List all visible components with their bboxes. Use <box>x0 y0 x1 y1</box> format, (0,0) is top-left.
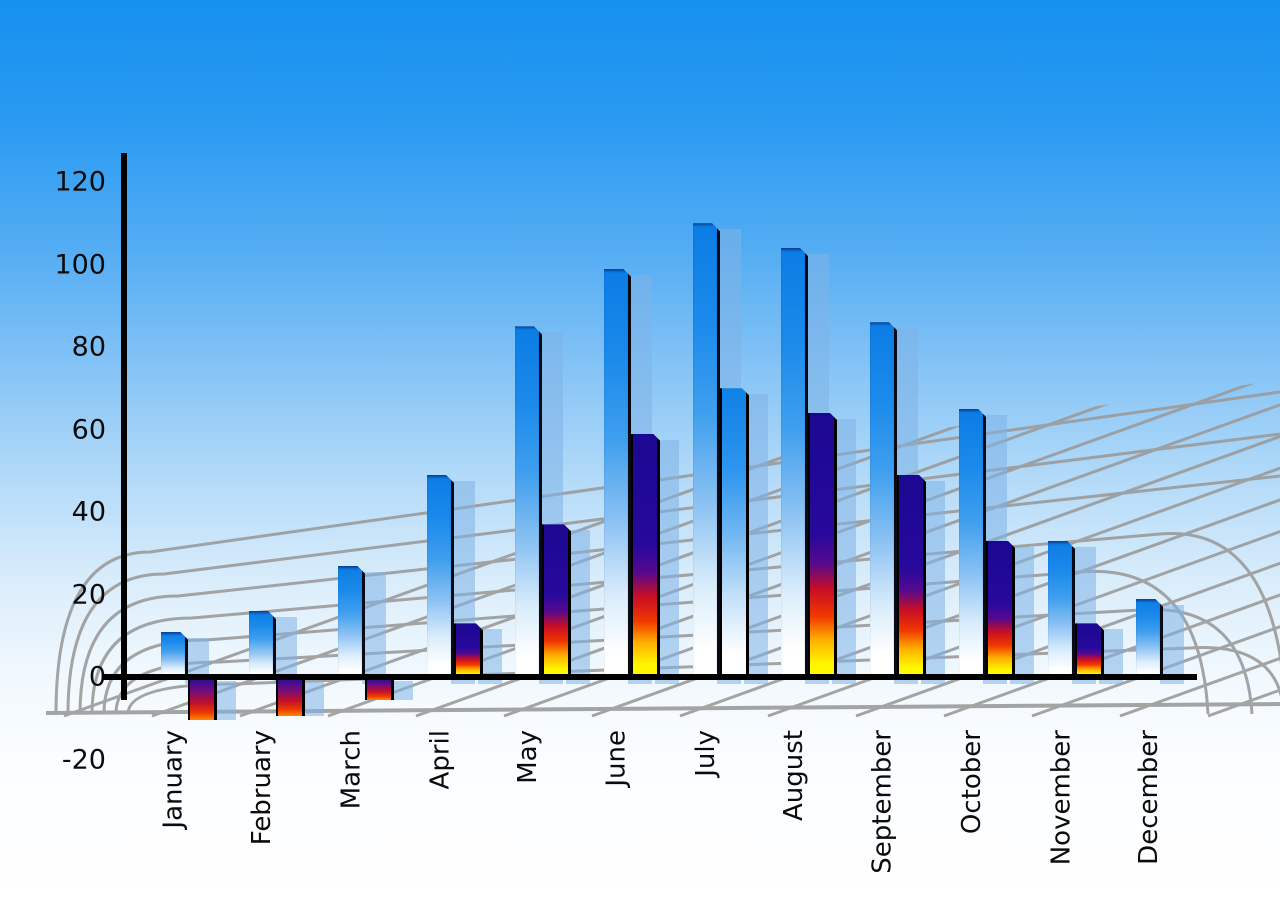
bar-November-series1 <box>1048 541 1075 677</box>
x-month-label-December: December <box>1134 730 1164 865</box>
bar-March-series2 <box>365 679 394 700</box>
bar-shadow-March-s1 <box>362 571 386 684</box>
y-tick-label--20: -20 <box>61 744 106 775</box>
y-tick-label-80: 80 <box>71 331 106 363</box>
y-tick-label-120: 120 <box>54 166 106 198</box>
bar-May-series1 <box>515 326 542 677</box>
y-tick-label-0: 0 <box>88 661 106 693</box>
bar-shadow-March-s2 <box>389 681 413 700</box>
y-tick-label-40: 40 <box>71 496 106 528</box>
bar-August-series2 <box>808 413 837 677</box>
x-month-label-February: February <box>247 730 277 846</box>
y-tick-label-20: 20 <box>71 579 106 610</box>
bar-April-series2 <box>454 623 483 677</box>
bar-July-series2 <box>720 388 749 677</box>
y-tick-label-60: 60 <box>71 414 106 445</box>
x-month-label-October: October <box>957 730 987 835</box>
bar-September-series2 <box>897 475 926 677</box>
bar-April-series1 <box>427 475 454 677</box>
bar-August-series1 <box>781 248 808 677</box>
bar-October-series2 <box>986 541 1015 677</box>
bar-January-series2 <box>188 679 217 721</box>
bar-October-series1 <box>959 409 986 677</box>
bar-shadow-February-s1 <box>273 617 297 684</box>
bar-March-series1 <box>338 566 365 677</box>
y-axis-line <box>121 153 127 700</box>
bar-May-series2 <box>542 524 571 677</box>
bar-January-series1 <box>161 632 188 677</box>
y-tick-label-100: 100 <box>54 249 106 280</box>
x-month-label-January: January <box>159 730 189 829</box>
x-month-label-May: May <box>513 730 543 784</box>
bar-February-series1 <box>249 611 276 677</box>
bar-shadow-December-s1 <box>1160 604 1184 684</box>
bar-February-series2 <box>276 679 305 717</box>
bar-July-series1 <box>693 223 720 677</box>
bar-September-series1 <box>870 322 897 677</box>
x-month-label-September: September <box>868 730 898 874</box>
x-axis-zero-line <box>103 674 1197 680</box>
x-month-label-March: March <box>336 730 366 810</box>
bar-June-series1 <box>604 269 631 677</box>
bar-June-series2 <box>631 434 660 677</box>
x-month-label-November: November <box>1046 730 1076 866</box>
x-month-label-July: July <box>691 730 721 777</box>
bar-November-series2 <box>1075 623 1104 677</box>
x-month-label-June: June <box>602 730 632 787</box>
x-month-label-April: April <box>425 730 455 790</box>
x-month-label-August: August <box>779 730 809 821</box>
bar-December-series1 <box>1136 599 1163 677</box>
